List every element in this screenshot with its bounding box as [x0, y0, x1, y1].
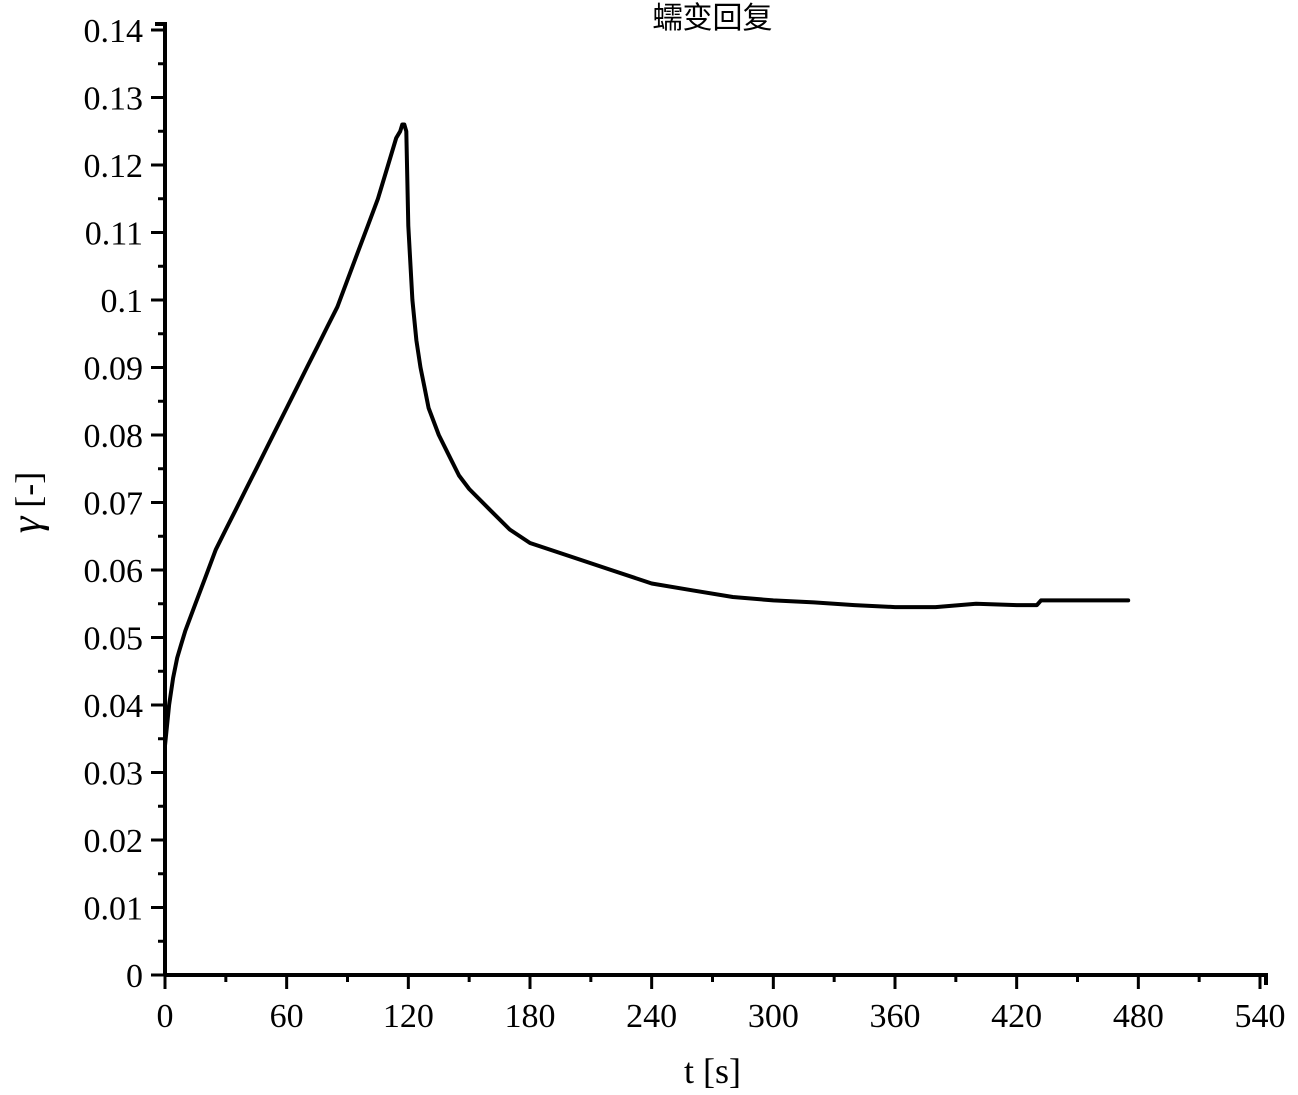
y-tick-label: 0.04: [84, 688, 144, 725]
x-tick-label: 300: [748, 998, 799, 1035]
y-tick-label: 0.02: [84, 823, 144, 860]
x-tick-label: 0: [157, 998, 174, 1035]
y-tick-label: 0.12: [84, 148, 144, 185]
y-axis-label: γ [-]: [4, 472, 50, 534]
y-tick-label: 0: [126, 958, 143, 995]
x-tick-label: 60: [270, 998, 304, 1035]
y-tick-label: 0.11: [85, 215, 143, 252]
x-tick-label: 240: [626, 998, 677, 1035]
y-tick-label: 0.01: [84, 890, 144, 927]
x-tick-label: 480: [1113, 998, 1164, 1035]
chart-title: 蠕变回复: [653, 2, 773, 35]
x-axis-label: t [s]: [684, 1051, 741, 1091]
x-tick-label: 540: [1235, 998, 1286, 1035]
y-tick-label: 0.03: [84, 755, 144, 792]
x-tick-label: 360: [870, 998, 921, 1035]
y-tick-label: 0.09: [84, 350, 144, 387]
creep-recovery-chart: 蠕变回复 0 0.01 0.02 0.03 0.04 0.05 0.06 0.07 0.08 0.0…: [0, 0, 1298, 1095]
x-tick-label: 120: [383, 998, 434, 1035]
y-tick-label: 0.08: [84, 418, 144, 455]
y-tick-label: 0.1: [101, 283, 144, 320]
x-tick-label: 420: [991, 998, 1042, 1035]
y-tick-label: 0.13: [84, 80, 144, 117]
y-tick-label: 0.05: [84, 620, 144, 657]
y-tick-label: 0.06: [84, 553, 144, 590]
data-curve: [165, 125, 1128, 746]
chart-svg: 蠕变回复 0 0.01 0.02 0.03 0.04 0.05 0.06 0.07 0.08 0.0…: [0, 0, 1298, 1095]
x-tick-label: 180: [505, 998, 556, 1035]
y-tick-label: 0.14: [84, 13, 144, 50]
y-tick-label: 0.07: [84, 485, 144, 522]
